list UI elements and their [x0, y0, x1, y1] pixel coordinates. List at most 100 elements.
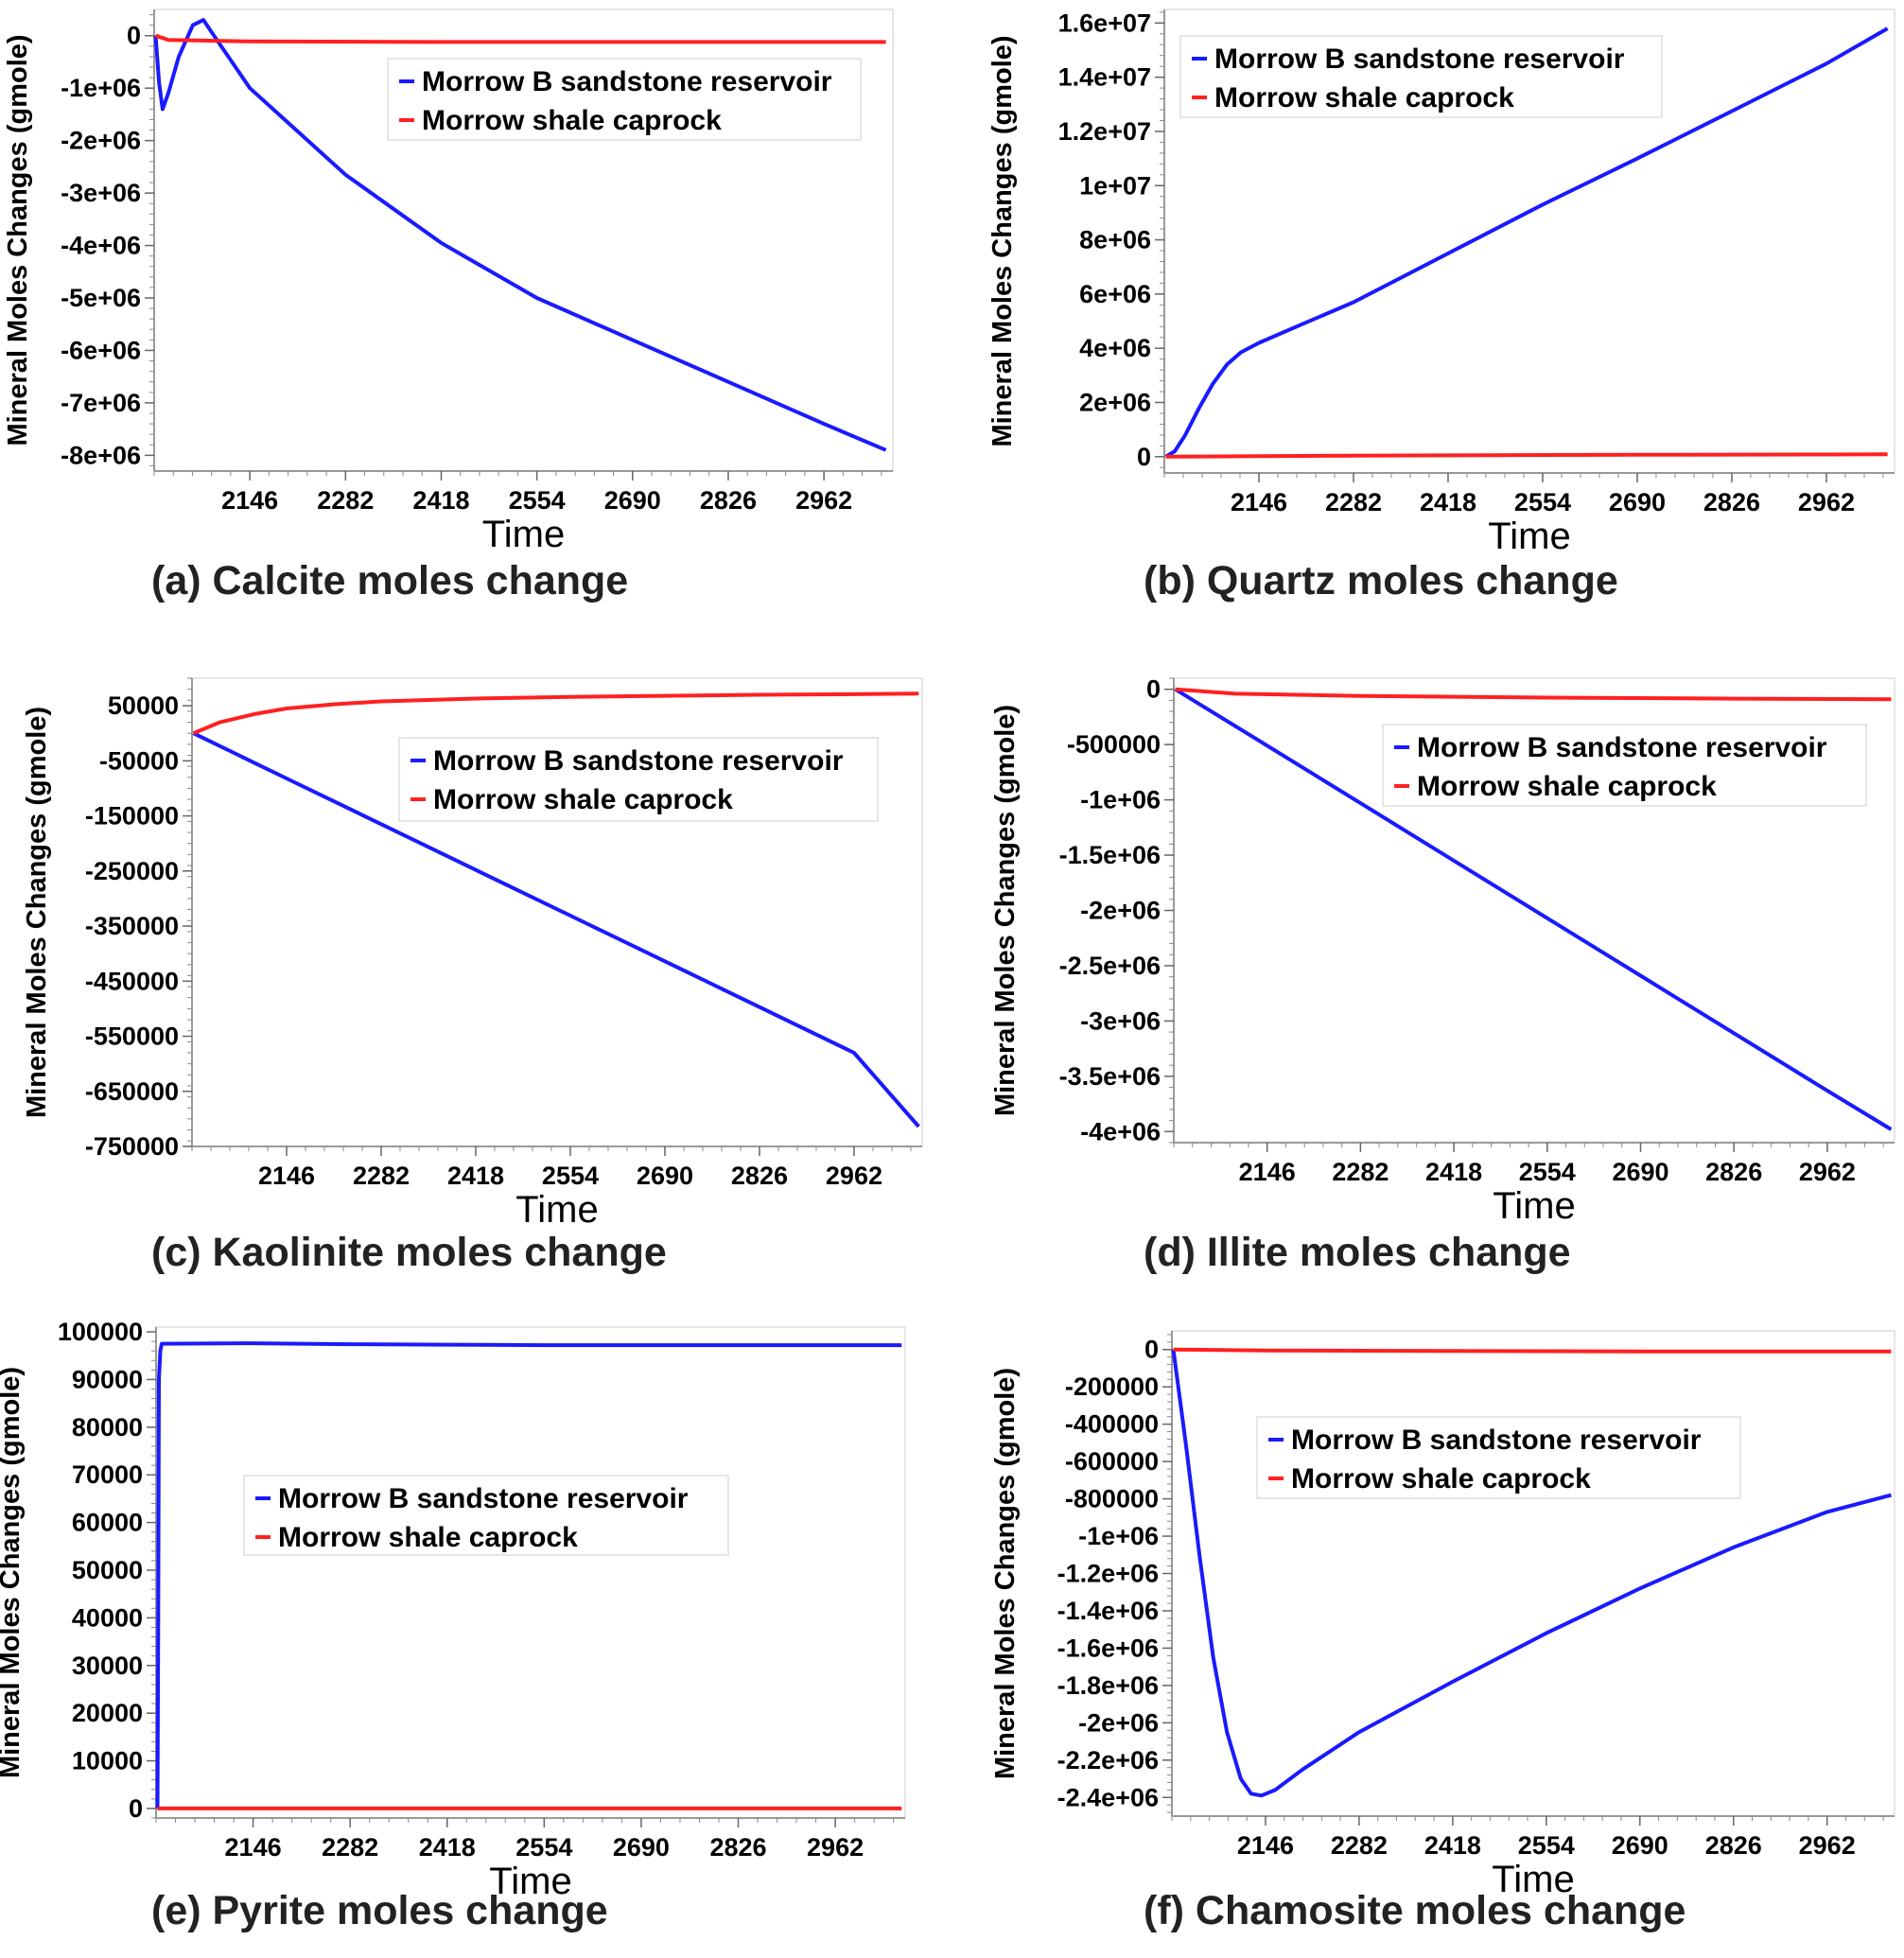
series-line-reservoir [155, 1341, 902, 1809]
legend-reservoir-label: Morrow B sandstone reservoir [422, 66, 832, 97]
x-tick-label: 2962 [1798, 488, 1855, 516]
y-axis-title: Mineral Moles Changes (gmole) [22, 707, 52, 1118]
legend-box [243, 1475, 729, 1556]
x-tick-label: 2826 [709, 1833, 766, 1862]
x-tick-label: 2418 [1425, 1158, 1482, 1186]
legend-caprock-label: Morrow shale caprock [1214, 82, 1514, 114]
chart-c: 50000 -50000 -150000 -250000 -350000 -450000 -… [22, 677, 923, 1231]
y-tick-label: -1e+06 [61, 74, 141, 102]
y-tick-label: 0 [1146, 675, 1161, 704]
x-tick-label: 2418 [1420, 488, 1476, 516]
x-tick-label: 2554 [509, 486, 566, 515]
y-tick-label: 50000 [108, 691, 179, 720]
y-tick-label: 1e+07 [1079, 171, 1151, 200]
legend-reservoir-label: Morrow B sandstone reservoir [278, 1483, 689, 1514]
series-line-caprock [192, 691, 919, 736]
y-tick-label: 90000 [72, 1365, 143, 1393]
x-tick-label: 2418 [447, 1162, 504, 1190]
x-tick-label: 2554 [542, 1162, 599, 1190]
y-tick-label: 30000 [72, 1652, 143, 1680]
y-tick-label: 0 [1144, 1336, 1159, 1364]
chart-panel-d: 0 -500000 -1e+06 -1.5e+06 -2e+06 -2.5e+06 -3e+… [952, 653, 1903, 1305]
y-tick-label: -600000 [1065, 1447, 1159, 1476]
y-tick-label: -2e+06 [1078, 1708, 1159, 1737]
y-tick-label: 40000 [72, 1603, 143, 1632]
x-tick-label: 2418 [419, 1833, 476, 1862]
x-tick-label: 2826 [1703, 488, 1760, 516]
x-tick-label: 2418 [1424, 1831, 1481, 1860]
legend-box [398, 737, 879, 822]
y-tick-label: -4e+06 [1080, 1117, 1161, 1145]
y-tick-label: -2.4e+06 [1057, 1783, 1159, 1811]
y-tick-label: 70000 [72, 1460, 143, 1489]
series-line-caprock [154, 33, 886, 44]
y-tick-label: -500000 [1067, 730, 1161, 759]
x-tick-label: 2146 [258, 1162, 315, 1190]
chart-panel-b: 0 2e+06 4e+06 6e+06 8e+06 1e+07 1.2e+07 1.4e+07… [952, 0, 1903, 653]
series-line-reservoir [153, 18, 887, 452]
x-tick-label: 2146 [1239, 1158, 1296, 1186]
y-tick-label: -3e+06 [61, 179, 141, 207]
chart-caption-e: (e) Pyrite moles change [151, 1888, 608, 1933]
legend-box [1256, 1416, 1741, 1499]
y-tick-label: -400000 [1065, 1410, 1159, 1439]
y-tick-label: -8e+06 [61, 441, 141, 469]
x-tick-label: 2826 [1705, 1158, 1762, 1186]
x-tick-label: 2690 [1612, 1158, 1668, 1186]
legend-box [387, 58, 862, 141]
x-tick-label: 2554 [1514, 488, 1571, 516]
x-tick-label: 2690 [637, 1162, 693, 1190]
x-tick-label: 2962 [807, 1833, 864, 1862]
y-tick-label: 6e+06 [1079, 280, 1151, 308]
y-tick-label: 50000 [72, 1556, 143, 1584]
y-tick-label: 100000 [58, 1318, 143, 1346]
x-tick-label: 2282 [353, 1162, 410, 1190]
series-line-reservoir [192, 731, 920, 1128]
x-tick-label: 2554 [1519, 1158, 1576, 1186]
y-tick-label: -50000 [99, 746, 179, 775]
y-tick-label: 60000 [72, 1509, 143, 1537]
y-axis-title: Mineral Moles Changes (gmole) [3, 34, 33, 446]
y-tick-label: 0 [1137, 443, 1151, 471]
chart-panel-f: 0 -200000 -400000 -600000 -800000 -1e+06 -1.2e… [952, 1305, 1903, 1958]
legend-box [1382, 724, 1867, 807]
y-tick-label: 0 [127, 22, 141, 50]
y-tick-label: 4e+06 [1079, 334, 1151, 362]
x-tick-label: 2962 [1799, 1158, 1856, 1186]
chart-panel-e: 0 10000 20000 30000 40000 50000 60000 70000 8000… [0, 1305, 952, 1958]
y-tick-label: -1e+06 [1078, 1522, 1159, 1550]
legend-caprock-label: Morrow shale caprock [1417, 771, 1717, 802]
y-tick-label: -1.8e+06 [1057, 1671, 1159, 1700]
y-tick-label: -3e+06 [1080, 1006, 1161, 1035]
y-tick-label: -150000 [85, 802, 179, 830]
chart-caption-f: (f) Chamosite moles change [1144, 1888, 1686, 1933]
y-tick-label: -2e+06 [1080, 897, 1161, 925]
x-axis-title: Time [489, 1861, 571, 1902]
x-axis-title: Time [515, 1189, 598, 1231]
legend-caprock-label: Morrow shale caprock [422, 105, 722, 136]
legend-caprock-label: Morrow shale caprock [278, 1522, 578, 1553]
y-tick-label: -6e+06 [61, 336, 141, 364]
x-tick-label: 2146 [221, 486, 278, 515]
series-line-caprock [1175, 687, 1892, 702]
x-tick-label: 2282 [1332, 1158, 1389, 1186]
legend-caprock-label: Morrow shale caprock [1291, 1463, 1591, 1495]
chart-b: 0 2e+06 4e+06 6e+06 8e+06 1e+07 1.2e+07 1.4e+07… [987, 9, 1895, 557]
y-tick-label: -350000 [85, 912, 179, 940]
legend-reservoir-label: Morrow B sandstone reservoir [1291, 1425, 1702, 1456]
y-tick-label: -200000 [1065, 1372, 1159, 1401]
chart-f: 0 -200000 -400000 -600000 -800000 -1e+06 -1.2e… [990, 1330, 1895, 1900]
y-tick-label: -5e+06 [61, 284, 141, 312]
legend-box [1179, 35, 1663, 118]
y-axis-title: Mineral Moles Changes (gmole) [0, 1367, 26, 1778]
x-tick-label: 2826 [731, 1162, 788, 1190]
chart-caption-c: (c) Kaolinite moles change [151, 1230, 667, 1275]
x-tick-label: 2282 [1331, 1831, 1388, 1860]
y-tick-label: -250000 [85, 857, 179, 885]
x-axis-title: Time [482, 514, 565, 555]
series-line-caprock [1165, 452, 1888, 459]
y-tick-label: -1.2e+06 [1057, 1560, 1159, 1588]
legend-reservoir-label: Morrow B sandstone reservoir [433, 745, 844, 777]
y-tick-label: -2.2e+06 [1057, 1746, 1159, 1774]
x-tick-label: 2690 [1609, 488, 1666, 516]
